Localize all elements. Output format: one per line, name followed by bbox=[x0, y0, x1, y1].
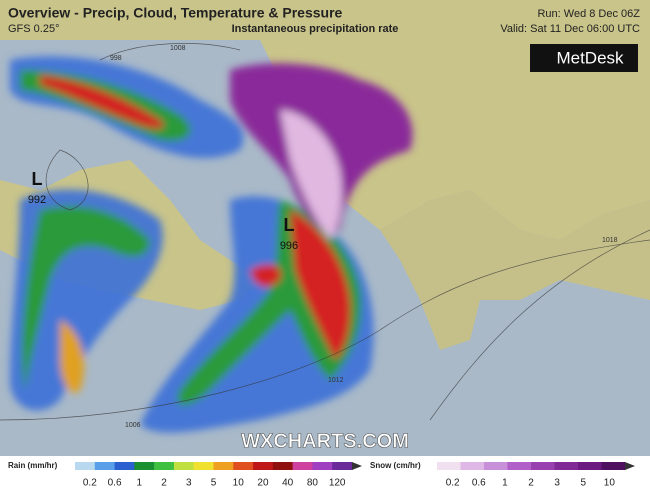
run-time: Run: Wed 8 Dec 06Z bbox=[537, 8, 640, 20]
legend-tick-label: 10 bbox=[604, 478, 616, 489]
color-swatch bbox=[193, 462, 214, 470]
isobar-label: 998 bbox=[110, 55, 122, 62]
color-swatch bbox=[578, 462, 602, 470]
isobar-label: 1006 bbox=[125, 422, 141, 429]
color-swatch bbox=[312, 462, 333, 470]
legend-tick-label: 3 bbox=[186, 478, 192, 489]
snow-colorbar: 0.2 0.6 1 2 3 5 10 bbox=[437, 462, 635, 489]
logo: MetDesk bbox=[556, 48, 624, 67]
subtitle: Instantaneous precipitation rate bbox=[232, 23, 399, 35]
isobar-label: 1012 bbox=[328, 377, 344, 384]
color-swatch bbox=[75, 462, 96, 470]
color-swatch bbox=[292, 462, 313, 470]
legend-tick-label: 120 bbox=[329, 478, 346, 489]
legend-tick-label: 80 bbox=[307, 478, 319, 489]
isobars bbox=[0, 43, 650, 421]
legend-title: Rain (mm/hr) bbox=[8, 461, 58, 470]
watermark: WXCHARTS.COM bbox=[241, 430, 409, 452]
color-swatch bbox=[253, 462, 274, 470]
legend-tick-label: 5 bbox=[211, 478, 217, 489]
rain-colorbar: 0.2 0.6 1 2 3 5 10 20 40 80 120 bbox=[75, 462, 362, 489]
color-swatch bbox=[601, 462, 626, 470]
color-swatch bbox=[531, 462, 555, 470]
legend-tick-label: 1 bbox=[137, 478, 143, 489]
color-swatch bbox=[484, 462, 508, 470]
color-swatch bbox=[94, 462, 116, 470]
legend-tick-label: 0.2 bbox=[446, 478, 460, 489]
color-swatch bbox=[233, 462, 254, 470]
legend-title: Snow (cm/hr) bbox=[370, 461, 421, 470]
legend-tick-label: 3 bbox=[554, 478, 560, 489]
model: GFS 0.25° bbox=[8, 23, 59, 35]
isobar-label: 1018 bbox=[602, 237, 618, 244]
legend-tick-label: 0.6 bbox=[472, 478, 486, 489]
colorbar-arrow bbox=[625, 462, 635, 470]
logo-box bbox=[530, 44, 638, 72]
legend-tick-label: 20 bbox=[257, 478, 269, 489]
color-swatch bbox=[507, 462, 532, 470]
precipitation bbox=[10, 56, 413, 433]
pressure-value: 996 bbox=[280, 240, 298, 252]
color-swatch bbox=[272, 462, 294, 470]
color-swatch bbox=[154, 462, 175, 470]
color-swatch bbox=[114, 462, 135, 470]
legend-tick-label: 40 bbox=[282, 478, 294, 489]
color-swatch bbox=[213, 462, 234, 470]
legend-tick-label: 0.2 bbox=[83, 478, 97, 489]
colorbar-arrow bbox=[352, 462, 362, 470]
pressure-value: 992 bbox=[28, 194, 46, 206]
valid-time: Valid: Sat 11 Dec 06:00 UTC bbox=[500, 23, 640, 35]
pressure-symbol: L bbox=[32, 169, 43, 189]
isobar-label: 1008 bbox=[170, 45, 186, 52]
color-swatch bbox=[554, 462, 579, 470]
title: Overview - Precip, Cloud, Temperature & … bbox=[8, 5, 343, 21]
legend-tick-label: 2 bbox=[528, 478, 534, 489]
legend-tick-label: 2 bbox=[161, 478, 167, 489]
color-swatch bbox=[460, 462, 485, 470]
legend-tick-label: 5 bbox=[580, 478, 586, 489]
land-east bbox=[380, 190, 650, 350]
color-swatch bbox=[134, 462, 155, 470]
legend-tick-label: 0.6 bbox=[108, 478, 122, 489]
color-swatch bbox=[332, 462, 353, 470]
color-swatch bbox=[437, 462, 461, 470]
legend-tick-label: 10 bbox=[233, 478, 245, 489]
color-swatch bbox=[173, 462, 195, 470]
pressure-symbol: L bbox=[284, 215, 295, 235]
legend-tick-label: 1 bbox=[502, 478, 508, 489]
